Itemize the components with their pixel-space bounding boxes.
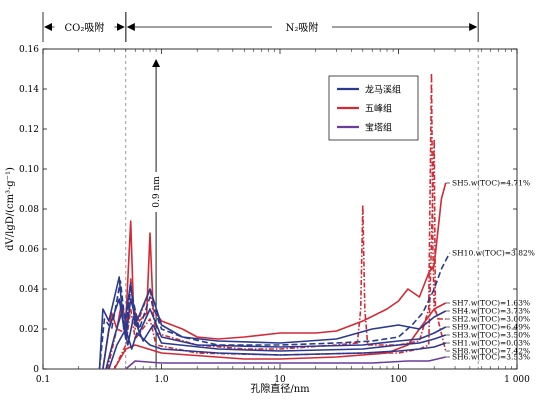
annotation-label: SH8.w(TOC)=7.42%	[452, 347, 530, 356]
x-tick-label: 1 000	[504, 375, 530, 385]
series-line-sh1	[108, 328, 446, 370]
y-axis-title: dV/lgD/(cm³·g⁻¹)	[5, 167, 16, 251]
annotation-label: SH9.w(TOC)=6.49%	[452, 323, 530, 332]
annotation-label: SH7.w(TOC)=1.63%	[452, 299, 530, 308]
x-axis-title: 孔隙直径/nm	[250, 382, 310, 395]
annotation-label: SH5.w(TOC)=4.71%	[452, 179, 530, 188]
marker-label: 0.9 nm	[152, 176, 162, 208]
annotation-label: SH2.w(TOC)=3.00%	[452, 315, 530, 324]
regions-layer: CO₂吸附 N₂吸附 0.9 nm	[42, 12, 479, 369]
annotation-label: SH1.w(TOC)=0.03%	[452, 339, 530, 348]
region-label-bg	[271, 19, 332, 33]
x-tick-label: 1.0	[154, 375, 169, 385]
y-tick-label: 0.14	[19, 85, 39, 95]
legend-entry-label: 龙马溪组	[365, 84, 401, 96]
x-tick-label: 10	[274, 375, 286, 385]
y-tick-label: 0.08	[19, 205, 39, 215]
x-tick-label: 100	[390, 375, 407, 385]
annotation-layer: SH5.w(TOC)=4.71% SH10.w(TOC)=3.82% SH7.w(T…	[445, 179, 535, 362]
y-tick-label: 0.06	[19, 245, 39, 255]
axes-layer: 0 0.02 0.04 0.06 0.08 0.10 0.12 0.14 0.16 0.1 1.0 1…	[19, 45, 530, 385]
series-line-sh10	[98, 252, 451, 370]
y-tick-label: 0.04	[19, 285, 39, 295]
annotation-label: SH3.w(TOC)=3.50%	[452, 331, 530, 340]
series-line-sh3	[105, 312, 446, 370]
legend-entry-label: 五峰组	[365, 103, 392, 115]
y-tick-label: 0.02	[19, 325, 39, 335]
annotation-label: SH6.w(TOC)=3.53%	[452, 353, 530, 362]
marker-label-bg	[150, 172, 163, 212]
annotation-label: SH4.w(TOC)=3.73%	[452, 307, 530, 316]
region-label-bg	[54, 19, 115, 33]
series-line-sh6	[125, 356, 446, 370]
series-layer	[98, 72, 451, 370]
region-label: N₂吸附	[286, 21, 319, 34]
series-line-sh2	[106, 72, 446, 370]
y-tick-label: 0.12	[19, 125, 39, 135]
series-line-sh4	[98, 276, 447, 370]
y-tick-label: 0	[33, 365, 39, 375]
x-tick-label: 0.1	[36, 375, 50, 385]
legend-entry-label: 宝塔组	[365, 122, 392, 134]
annotation-label: SH10.w(TOC)=3.82%	[452, 249, 535, 258]
region-label: CO₂吸附	[64, 21, 104, 34]
series-line-sh8	[113, 138, 447, 370]
y-tick-label: 0.10	[19, 165, 39, 175]
y-tick-label: 0.16	[19, 45, 39, 55]
series-line-sh7	[113, 302, 447, 370]
